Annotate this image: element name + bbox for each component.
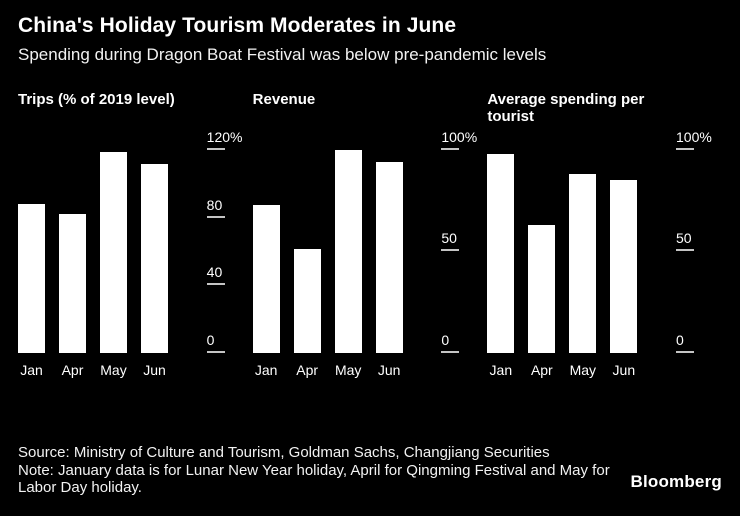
x-axis-label: Jan bbox=[489, 362, 513, 378]
chart-subtitle: Spending during Dragon Boat Festival was… bbox=[18, 45, 547, 64]
bar bbox=[334, 150, 362, 353]
bloomberg-logo: Bloomberg bbox=[630, 472, 722, 491]
x-axis-label: Jan bbox=[20, 362, 43, 378]
y-tick-label: 0 bbox=[676, 332, 684, 348]
bars-area bbox=[487, 133, 670, 353]
x-axis-label: Apr bbox=[296, 362, 319, 378]
bar bbox=[59, 214, 86, 353]
bar-group bbox=[487, 154, 638, 353]
y-tick-mark bbox=[441, 249, 460, 251]
x-axis-label: Jun bbox=[612, 362, 636, 378]
panel-title: Revenue bbox=[252, 91, 316, 108]
bar-group bbox=[18, 152, 168, 353]
y-tick-mark bbox=[676, 249, 695, 251]
x-axis-label: May bbox=[334, 362, 362, 378]
plot-area: 0 50 100% bbox=[252, 129, 488, 353]
y-tick: 0 bbox=[206, 332, 225, 353]
chart-panel: Trips (% of 2019 level) 0 40 80 120% Jan Apr Ma… bbox=[18, 91, 253, 378]
x-axis-label: May bbox=[100, 362, 127, 378]
chart-panel: Average spending per tourist 0 50 100% Jan Ap… bbox=[487, 91, 722, 378]
bars-area bbox=[18, 133, 201, 353]
x-axis-label: Jan bbox=[254, 362, 278, 378]
y-tick-mark bbox=[441, 148, 460, 150]
bar-group bbox=[252, 150, 403, 353]
bar bbox=[487, 154, 515, 353]
y-tick-label: 50 bbox=[441, 230, 457, 246]
y-tick-mark bbox=[676, 351, 695, 353]
y-tick-label: 40 bbox=[206, 264, 223, 280]
x-axis-labels: Jan Apr May Jun bbox=[18, 362, 253, 378]
y-tick-label: 0 bbox=[206, 332, 215, 348]
bars-area bbox=[252, 133, 436, 353]
y-tick: 0 bbox=[676, 332, 695, 353]
y-tick: 40 bbox=[206, 264, 225, 285]
y-tick: 50 bbox=[441, 230, 460, 251]
bar bbox=[141, 164, 168, 353]
plot-area: 0 50 100% bbox=[487, 129, 722, 353]
bar bbox=[375, 162, 403, 353]
y-tick-mark bbox=[676, 148, 695, 150]
y-tick: 120% bbox=[206, 129, 243, 150]
bar bbox=[610, 180, 638, 353]
y-tick-label: 100% bbox=[676, 129, 712, 145]
y-axis: 0 50 100% bbox=[435, 129, 487, 353]
panel-title: Trips (% of 2019 level) bbox=[18, 91, 175, 108]
y-tick: 80 bbox=[206, 197, 225, 218]
chart-title: China's Holiday Tourism Moderates in Jun… bbox=[18, 14, 457, 37]
y-tick-mark bbox=[441, 351, 460, 353]
bar bbox=[293, 249, 321, 353]
chart-panel: Revenue 0 50 100% Jan Apr May Jun bbox=[252, 91, 488, 378]
bar bbox=[528, 225, 556, 353]
y-axis: 0 50 100% bbox=[670, 129, 722, 353]
y-tick: 100% bbox=[441, 129, 477, 150]
y-tick-mark bbox=[206, 351, 225, 353]
panel-title: Average spending per tourist bbox=[487, 91, 645, 125]
y-tick: 50 bbox=[676, 230, 695, 251]
bar bbox=[100, 152, 127, 353]
x-axis-labels: Jan Apr May Jun bbox=[253, 362, 488, 378]
y-axis: 0 40 80 120% bbox=[201, 129, 253, 353]
y-tick-label: 100% bbox=[441, 129, 478, 145]
chart-panels: Trips (% of 2019 level) 0 40 80 120% Jan Apr Ma… bbox=[0, 91, 740, 378]
x-axis-labels: Jan Apr May Jun bbox=[487, 362, 722, 378]
x-axis-label: Apr bbox=[530, 362, 553, 378]
bar bbox=[569, 174, 597, 353]
y-tick-label: 0 bbox=[441, 332, 450, 348]
x-axis-label: Jun bbox=[377, 362, 401, 378]
x-axis-label: May bbox=[569, 362, 597, 378]
y-tick-mark bbox=[206, 148, 225, 150]
chart-header: China's Holiday Tourism Moderates in Jun… bbox=[0, 0, 740, 65]
bar bbox=[252, 205, 280, 353]
y-tick: 100% bbox=[676, 129, 712, 150]
note-text: Note: January data is for Lunar New Year… bbox=[18, 461, 610, 497]
chart-footer: Source: Ministry of Culture and Tourism,… bbox=[18, 444, 618, 497]
y-tick-label: 120% bbox=[206, 129, 243, 145]
bar bbox=[18, 204, 45, 353]
x-axis-label: Jun bbox=[143, 362, 166, 378]
y-tick-label: 50 bbox=[676, 230, 692, 246]
plot-area: 0 40 80 120% bbox=[18, 129, 253, 353]
y-tick: 0 bbox=[441, 332, 460, 353]
x-axis-label: Apr bbox=[61, 362, 84, 378]
y-tick-mark bbox=[206, 283, 225, 285]
y-tick-label: 80 bbox=[206, 197, 223, 213]
source-text: Source: Ministry of Culture and Tourism,… bbox=[18, 444, 550, 461]
y-tick-mark bbox=[206, 216, 225, 218]
